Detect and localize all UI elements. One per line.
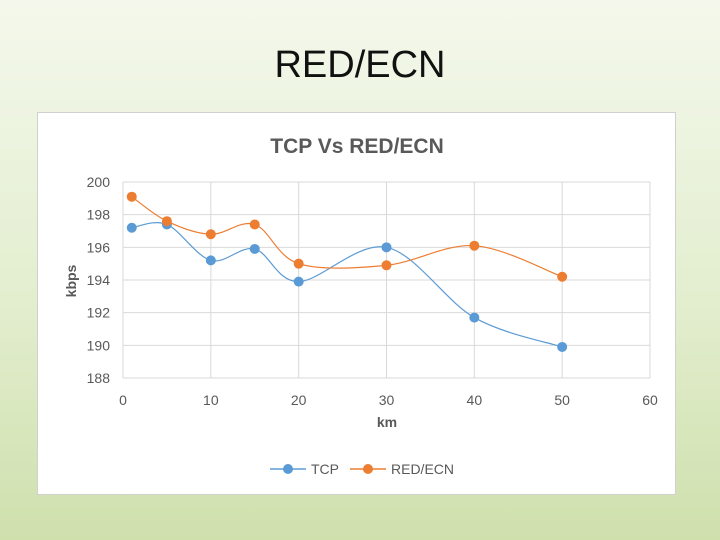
y-tick-label: 188	[87, 370, 111, 386]
data-point-tcp	[249, 243, 260, 254]
data-point-red-ecn	[126, 191, 137, 202]
data-point-tcp	[293, 276, 304, 287]
legend: TCP RED/ECN	[270, 461, 454, 477]
chart-title: TCP Vs RED/ECN	[270, 135, 444, 158]
x-tick-label: 10	[203, 392, 219, 408]
chart-frame: TCP Vs RED/ECN 188 190 192 194 196 198 200 0 10…	[37, 112, 676, 495]
x-tick-label: 20	[291, 392, 307, 408]
legend-item-red-ecn: RED/ECN	[350, 461, 454, 477]
data-point-red-ecn	[249, 219, 260, 230]
y-tick-label: 198	[87, 207, 111, 223]
series-layer	[126, 191, 568, 352]
y-tick-label: 194	[87, 272, 111, 288]
data-point-red-ecn	[557, 271, 568, 282]
series-tcp	[126, 219, 568, 352]
x-tick-label: 60	[642, 392, 658, 408]
y-tick-labels: 188 190 192 194 196 198 200	[87, 174, 111, 386]
data-point-tcp	[205, 255, 216, 266]
x-tick-label: 30	[379, 392, 395, 408]
data-point-tcp	[381, 242, 392, 253]
data-point-red-ecn	[293, 258, 304, 269]
legend-item-tcp: TCP	[270, 461, 339, 477]
legend-marker	[283, 464, 293, 474]
data-point-red-ecn	[469, 240, 480, 251]
y-tick-label: 200	[87, 174, 111, 190]
data-point-tcp	[557, 341, 568, 352]
series-line-tcp	[131, 222, 563, 348]
data-point-tcp	[469, 312, 480, 323]
x-tick-label: 50	[554, 392, 570, 408]
legend-label: TCP	[311, 461, 339, 477]
data-point-red-ecn	[381, 260, 392, 271]
x-axis-label: km	[377, 414, 397, 430]
data-point-tcp	[126, 222, 137, 233]
legend-label: RED/ECN	[391, 461, 454, 477]
series-line-red-ecn	[131, 196, 563, 278]
x-tick-labels: 0 10 20 30 40 50 60	[119, 392, 658, 408]
data-point-red-ecn	[205, 229, 216, 240]
y-axis-label: kbps	[63, 264, 79, 297]
y-tick-label: 196	[87, 239, 111, 255]
x-tick-label: 40	[467, 392, 483, 408]
gridlines	[122, 181, 651, 379]
line-chart: TCP Vs RED/ECN 188 190 192 194 196 198 200 0 10…	[63, 135, 658, 477]
y-tick-label: 190	[87, 337, 111, 353]
data-point-red-ecn	[161, 216, 172, 227]
legend-marker	[363, 464, 373, 474]
x-tick-label: 0	[119, 392, 127, 408]
slide-title: RED/ECN	[274, 44, 446, 86]
y-tick-label: 192	[87, 305, 111, 321]
series-red-ecn	[126, 191, 568, 282]
